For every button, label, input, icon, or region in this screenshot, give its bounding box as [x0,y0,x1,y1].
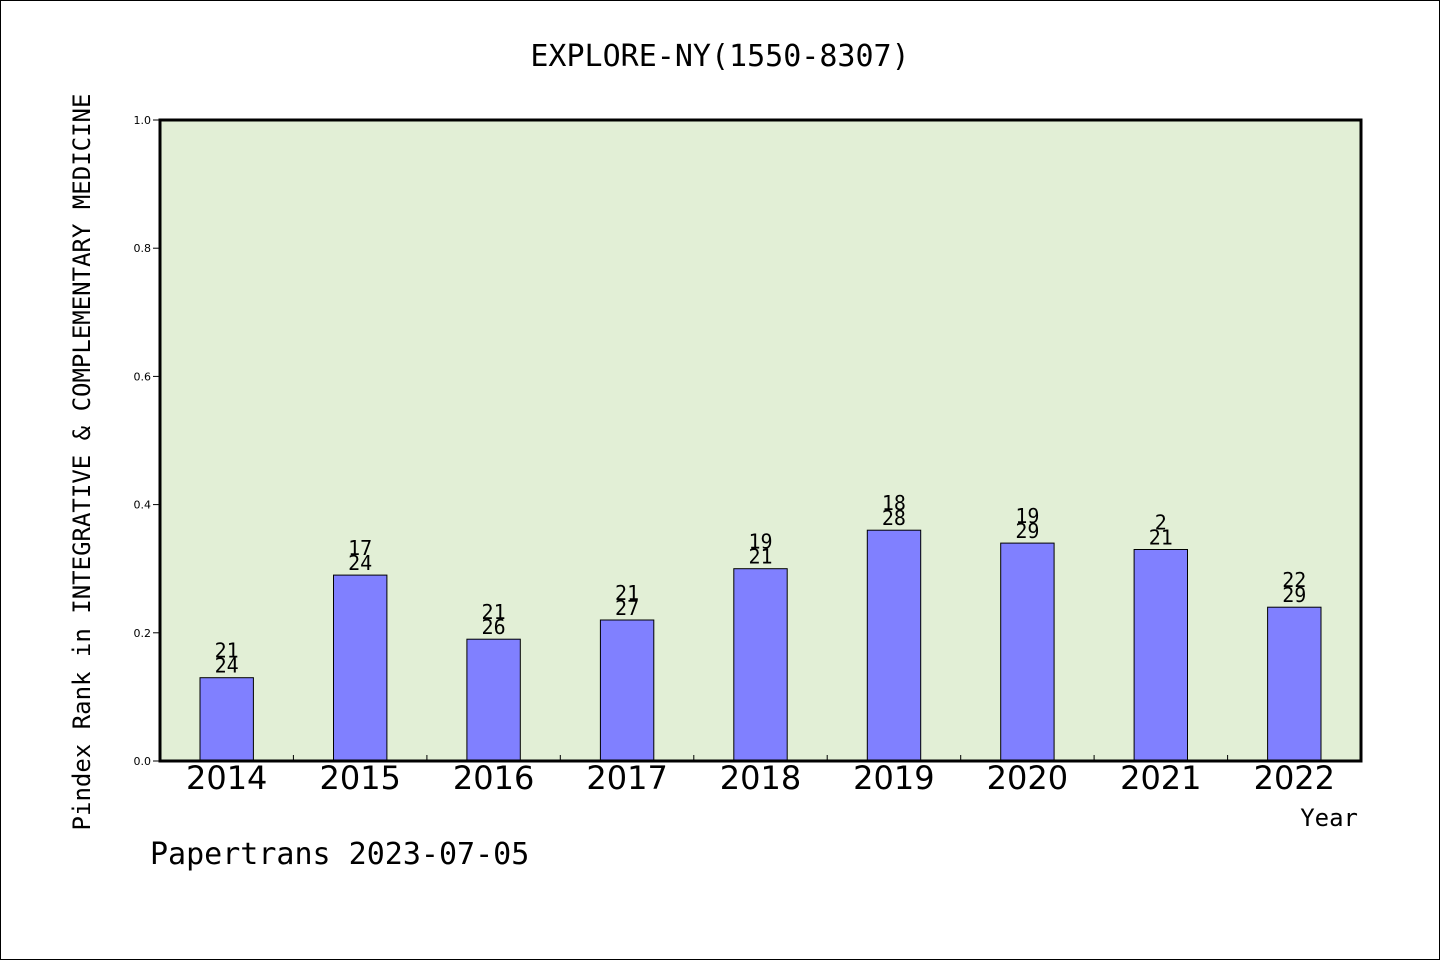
bar-label-top: 19 [748,530,772,554]
plot-border [158,118,1363,763]
bar-label-bottom: 29 [1282,583,1306,607]
x-tick-label: 2021 [1120,759,1201,797]
bar-label-bottom: 29 [1015,519,1039,543]
bar-label-bottom: 24 [348,551,372,575]
bar-label-bottom: 21 [748,545,772,569]
bar-2014 [199,677,254,762]
x-axis: 2014 2015 2016 2017 2018 2019 2020 2021 2022 [186,755,1335,797]
bar-label-top: 18 [882,491,906,515]
y-tick-label: 0.8 [134,242,152,255]
y-tick-label: 0.0 [134,755,152,768]
x-tick-label: 2018 [720,759,801,797]
bar-label-bottom: 28 [882,506,906,530]
bar-label-top: 17 [348,536,372,560]
bar-2020 [1000,542,1055,762]
bar-label-top: 2 [1155,511,1167,535]
y-tick-label: 0.4 [134,499,152,512]
x-tick-label: 2014 [186,759,267,797]
y-axis: 0.0 0.2 0.4 0.6 0.8 1.0 [134,114,160,768]
bar-label-top: 21 [482,600,506,624]
bar-2015 [333,574,388,762]
bar-series [199,529,1322,762]
y-tick-label: 0.2 [134,627,152,640]
x-axis-label: Year [1300,804,1358,832]
bar-label-bottom: 26 [482,615,506,639]
x-tick-label: 2019 [853,759,934,797]
bar-label-bottom: 27 [615,596,639,620]
chart-title: EXPLORE-NY(1550-8307) [530,39,909,74]
y-tick-label: 1.0 [134,114,152,127]
y-tick-label: 0.6 [134,370,152,383]
x-tick-label: 2020 [987,759,1068,797]
bar-label-top: 21 [615,581,639,605]
bar-2022 [1267,606,1322,762]
x-tick-label: 2016 [453,759,534,797]
bar-label-bottom: 24 [215,654,239,678]
bar-2016 [466,638,521,762]
bar-2021 [1133,549,1188,762]
bar-label-top: 21 [215,639,239,663]
footer-credit: Papertrans 2023-07-05 [150,837,529,872]
bar-2019 [866,529,922,762]
bar-label-top: 22 [1282,568,1306,592]
bar-2018 [733,568,788,762]
bar-label-bottom: 21 [1149,526,1173,550]
bar-label-top: 19 [1015,504,1039,528]
y-axis-label: Pindex Rank in INTEGRATIVE & COMPLEMENTA… [68,94,96,831]
bar-2017 [599,619,655,762]
x-tick-label: 2017 [586,759,667,797]
x-tick-label: 2015 [319,759,400,797]
x-tick-label: 2022 [1254,759,1335,797]
